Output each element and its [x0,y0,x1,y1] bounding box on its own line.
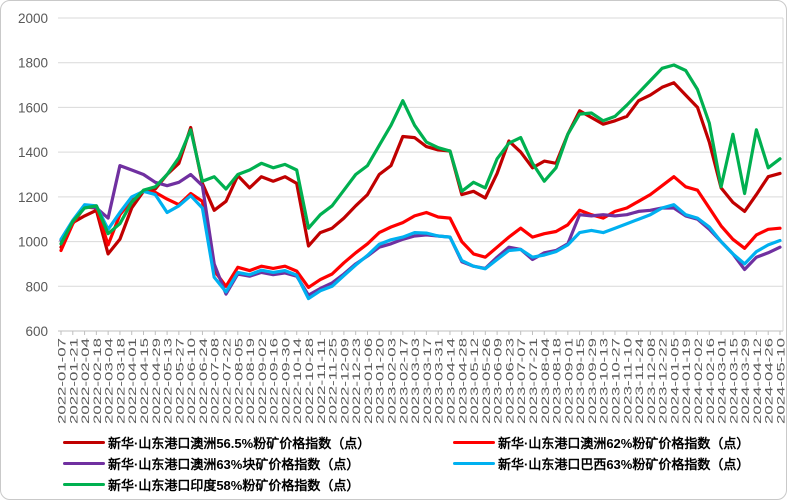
legend-label: 新华·山东港口巴西63%粉矿价格指数（点） [498,457,750,472]
y-tick-label: 2000 [18,11,48,26]
chart-legend: 新华·山东港口澳洲56.5%粉矿价格指数（点） 新华·山东港口澳洲63%块矿价格指… [1,432,786,495]
x-tick-label: 2022-06-24 [198,338,210,424]
x-tick-label: 2022-11-25 [328,338,340,424]
x-tick-label: 2024-05-10 [776,338,787,424]
x-tick-label: 2023-06-23 [504,338,516,424]
legend-column-right: 新华·山东港口澳洲62%粉矿价格指数（点） 新华·山东港口巴西63%粉矿价格指数（… [453,432,749,495]
x-tick-label: 2023-10-27 [610,338,622,424]
x-tick-label: 2023-07-07 [516,338,528,424]
x-tick-label: 2022-03-18 [115,338,127,424]
x-tick-label: 2022-08-19 [245,338,257,424]
y-tick-label: 1800 [18,56,48,71]
x-tick-label: 2022-03-04 [104,338,116,424]
x-tick-label: 2022-07-22 [222,338,234,424]
legend-label: 新华·山东港口澳洲56.5%粉矿价格指数（点） [108,436,371,451]
x-tick-label: 2024-01-05 [669,338,681,424]
x-tick-label: 2023-08-18 [552,338,564,424]
x-tick-label: 2022-05-13 [163,338,175,424]
x-axis-ticks [60,331,781,335]
x-tick-label: 2024-04-26 [764,338,776,424]
x-tick-label: 2022-05-27 [174,338,186,424]
x-tick-label: 2023-04-14 [445,338,457,424]
x-tick-label: 2023-11-10 [622,338,634,424]
legend-item: 新华·山东港口澳洲56.5%粉矿价格指数（点） [63,432,393,453]
x-tick-label: 2024-03-01 [717,338,729,424]
x-tick-label: 2022-02-18 [92,338,104,424]
y-tick-label: 600 [25,324,48,339]
x-tick-label: 2023-10-13 [599,338,611,424]
legend-label: 新华·山东港口澳洲63%块矿价格指数（点） [108,457,360,472]
x-tick-label: 2022-01-07 [57,338,69,424]
x-tick-label: 2024-02-02 [693,338,705,424]
x-tick-label: 2023-05-26 [481,338,493,424]
legend-label: 新华·山东港口印度58%粉矿价格指数（点） [108,478,360,493]
x-tick-label: 2022-08-05 [233,338,245,424]
x-tick-label: 2022-06-10 [186,338,198,424]
x-tick-label: 2022-12-09 [339,338,351,424]
x-tick-label: 2023-01-20 [375,338,387,424]
x-tick-label: 2024-01-19 [681,338,693,424]
legend-line-swatch [453,461,495,466]
x-axis-labels: 2022-01-07 2022-01-21 2022-02-04 2022-02-18… [57,338,787,424]
gridlines [58,17,784,332]
x-tick-label: 2023-04-28 [457,338,469,424]
legend-item: 新华·山东港口巴西63%粉矿价格指数（点） [453,453,749,474]
x-tick-label: 2022-09-16 [269,338,281,424]
y-tick-label: 800 [25,279,48,294]
x-tick-label: 2022-01-21 [68,338,80,424]
x-tick-label: 2022-11-11 [316,338,328,424]
x-tick-label: 2022-04-29 [151,338,163,424]
x-tick-label: 2022-12-23 [351,338,363,424]
y-tick-label: 1000 [18,235,48,250]
x-tick-label: 2022-10-14 [292,338,304,424]
x-tick-label: 2022-04-15 [139,338,151,424]
x-tick-label: 2022-07-08 [210,338,222,424]
x-tick-label: 2023-09-29 [587,338,599,424]
legend-line-swatch [453,440,495,445]
x-tick-label: 2023-03-17 [422,338,434,424]
x-tick-label: 2022-02-04 [80,338,92,424]
x-tick-label: 2022-09-02 [257,338,269,424]
x-tick-label: 2023-12-22 [658,338,670,424]
x-tick-label: 2022-10-28 [304,338,316,424]
legend-label: 新华·山东港口澳洲62%粉矿价格指数（点） [498,436,750,451]
legend-line-swatch [63,461,105,466]
legend-column-left: 新华·山东港口澳洲56.5%粉矿价格指数（点） 新华·山东港口澳洲63%块矿价格指… [63,432,393,495]
y-tick-label: 1200 [18,190,48,205]
price-index-line-chart: 600 800 1000 1200 1400 1600 1800 2000 2022-01-07… [18,11,787,424]
x-tick-label: 2023-07-21 [528,338,540,424]
legend-line-swatch [63,440,105,445]
x-tick-label: 2023-03-03 [410,338,422,424]
x-tick-label: 2024-03-29 [740,338,752,424]
x-tick-label: 2024-03-15 [728,338,740,424]
x-tick-label: 2023-11-24 [634,338,646,424]
x-tick-label: 2022-09-30 [280,338,292,424]
series-line-4 [59,63,782,246]
x-tick-label: 2023-03-31 [434,338,446,424]
x-tick-label: 2023-09-15 [575,338,587,424]
series-lines [59,63,782,301]
legend-item: 新华·山东港口印度58%粉矿价格指数（点） [63,474,393,495]
series-line-3 [59,189,782,301]
x-tick-label: 2024-02-16 [705,338,717,424]
series-line-0 [59,81,782,256]
legend-item: 新华·山东港口澳洲62%粉矿价格指数（点） [453,432,749,453]
x-tick-label: 2023-12-08 [646,338,658,424]
x-tick-label: 2023-02-03 [387,338,399,424]
x-tick-label: 2023-02-17 [398,338,410,424]
x-tick-label: 2023-06-09 [493,338,505,424]
legend-line-swatch [63,482,105,487]
x-tick-label: 2023-05-12 [469,338,481,424]
y-tick-label: 1400 [18,145,48,160]
x-tick-label: 2022-04-01 [127,338,139,424]
legend-item: 新华·山东港口澳洲63%块矿价格指数（点） [63,453,393,474]
x-tick-label: 2023-01-06 [363,338,375,424]
series-line-2 [59,164,782,297]
x-tick-label: 2023-09-01 [563,338,575,424]
y-axis-labels: 600 800 1000 1200 1400 1600 1800 2000 [18,11,48,339]
y-tick-label: 1600 [18,100,48,115]
x-tick-label: 2024-04-12 [752,338,764,424]
x-tick-label: 2023-08-04 [540,338,552,424]
